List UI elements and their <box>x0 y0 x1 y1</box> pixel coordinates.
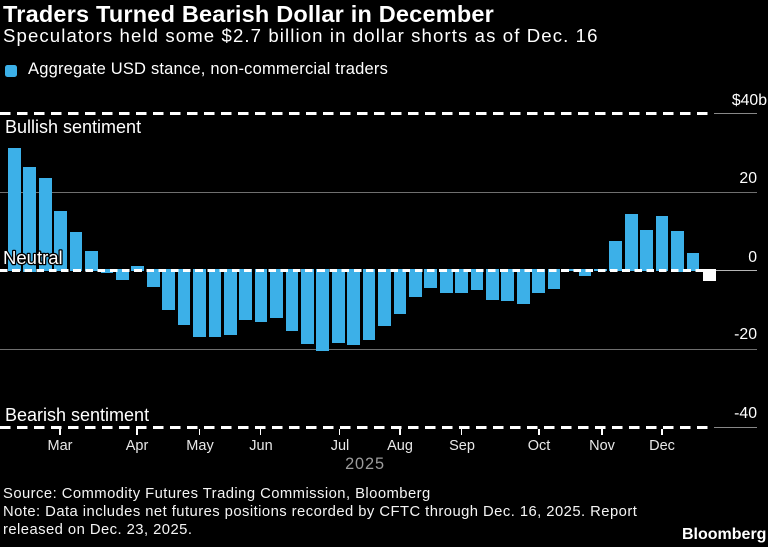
svg-text:Neutral: Neutral <box>3 247 63 268</box>
